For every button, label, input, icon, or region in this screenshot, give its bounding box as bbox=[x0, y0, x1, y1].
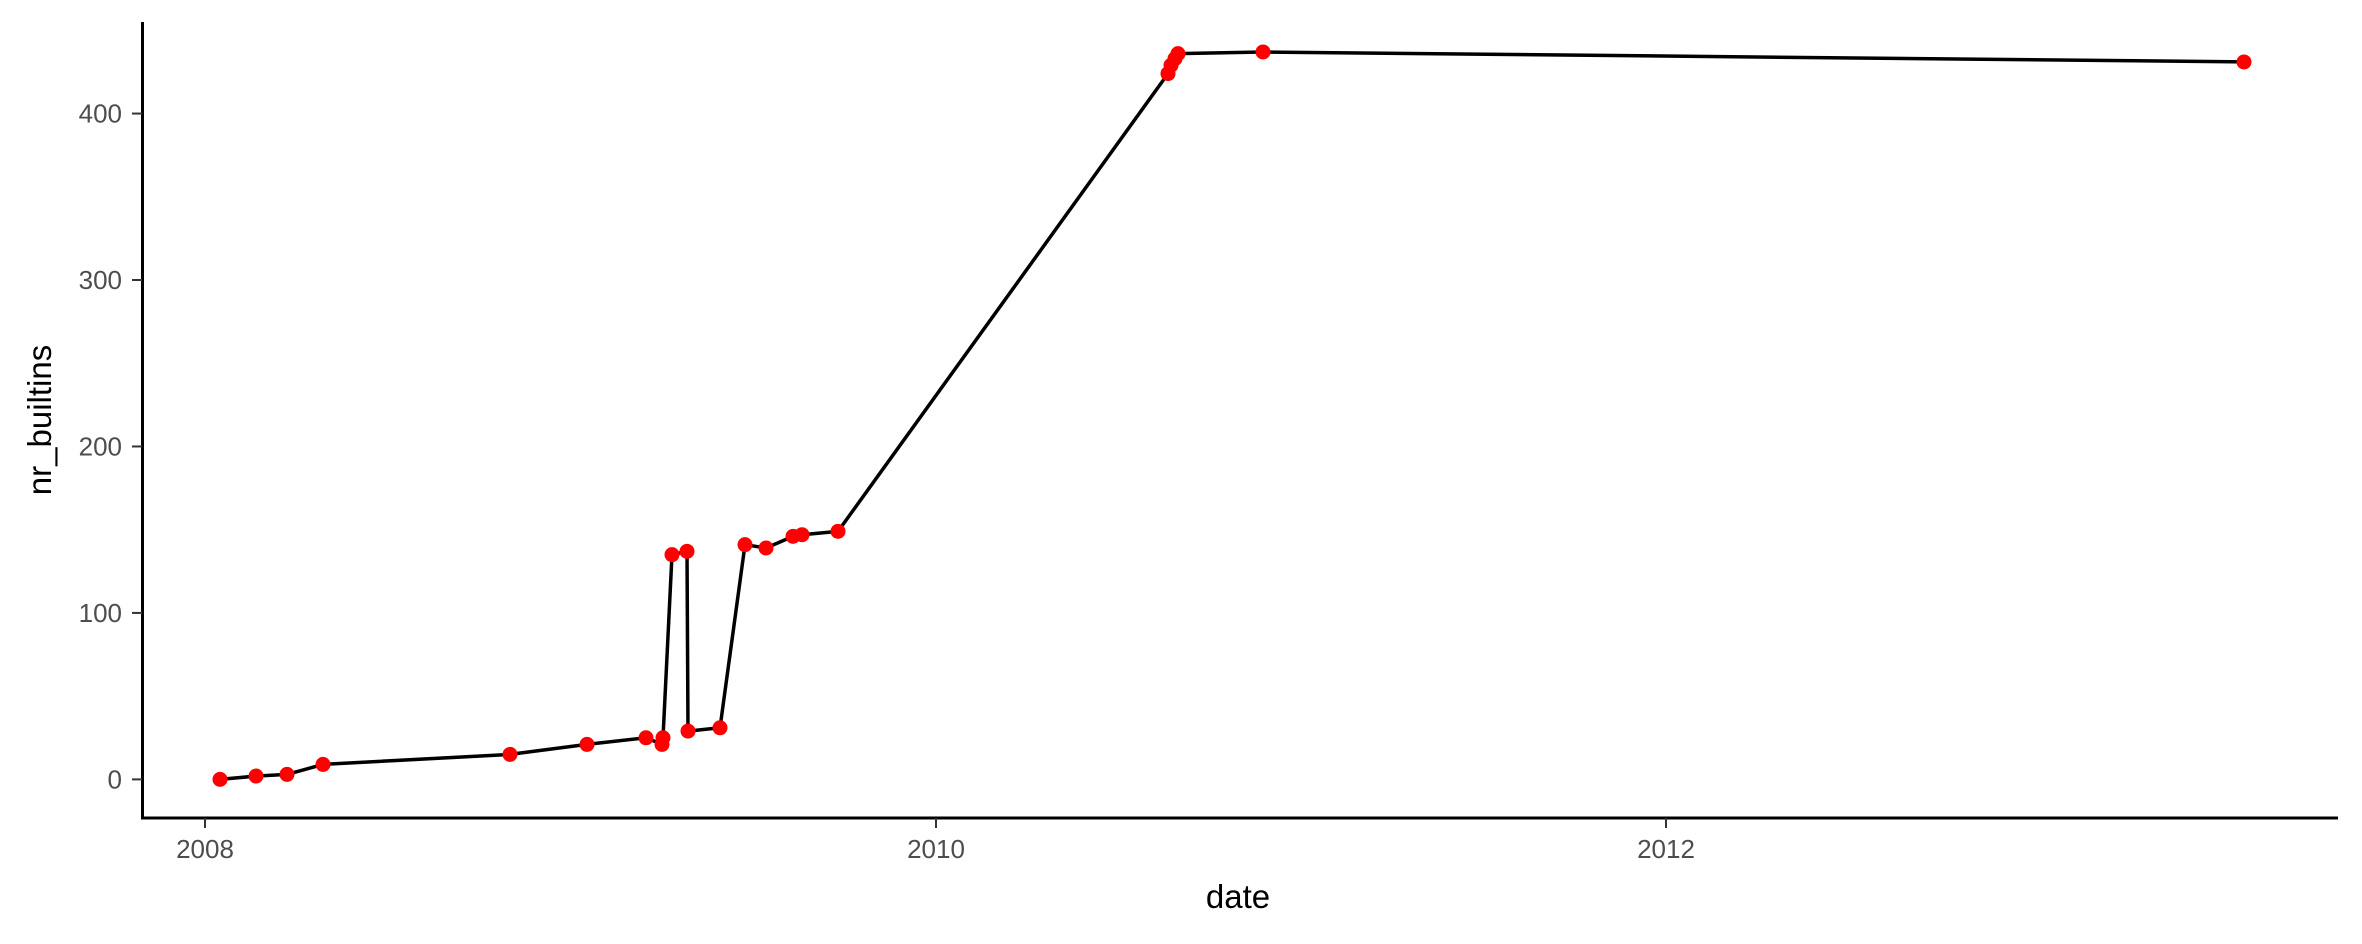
data-point bbox=[579, 736, 595, 752]
y-ticks: 0 100 200 300 400 bbox=[79, 99, 142, 794]
data-point bbox=[758, 540, 774, 556]
y-axis-title: nr_builtins bbox=[21, 345, 58, 495]
data-point bbox=[712, 720, 728, 736]
data-point bbox=[664, 547, 680, 563]
x-tick-label: 2008 bbox=[176, 834, 234, 864]
data-point bbox=[2236, 54, 2252, 70]
data-point bbox=[212, 771, 228, 787]
y-tick-label: 100 bbox=[79, 598, 122, 628]
data-point bbox=[679, 543, 695, 559]
x-ticks: 2008 2010 2012 bbox=[176, 818, 1695, 864]
data-point bbox=[680, 723, 696, 739]
data-point bbox=[1170, 46, 1186, 62]
y-tick-label: 300 bbox=[79, 265, 122, 295]
x-tick-label: 2010 bbox=[907, 834, 965, 864]
data-point bbox=[1255, 44, 1271, 60]
y-tick-label: 0 bbox=[108, 764, 122, 794]
series-layer bbox=[212, 44, 2252, 787]
data-point bbox=[655, 730, 671, 746]
data-point bbox=[315, 756, 331, 772]
data-point bbox=[638, 730, 654, 746]
y-tick-label: 400 bbox=[79, 99, 122, 129]
data-point bbox=[794, 527, 810, 543]
data-point bbox=[248, 768, 264, 784]
data-point bbox=[279, 766, 295, 782]
data-point bbox=[502, 746, 518, 762]
data-point bbox=[830, 523, 846, 539]
data-point bbox=[737, 537, 753, 553]
y-tick-label: 200 bbox=[79, 431, 122, 461]
x-tick-label: 2012 bbox=[1637, 834, 1695, 864]
x-axis-title: date bbox=[1206, 878, 1270, 915]
